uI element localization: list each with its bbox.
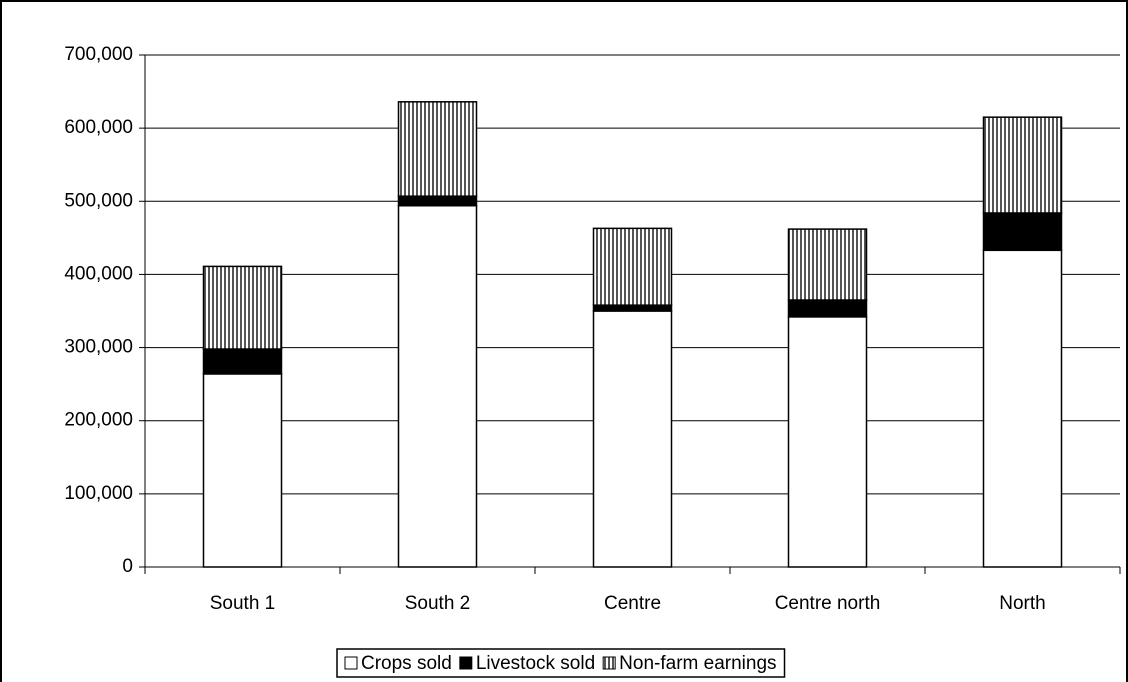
y-tick-label: 300,000 [64,337,133,358]
bar-segment [592,304,673,312]
legend-swatch [344,656,358,670]
bar-segment [982,212,1063,252]
bar-segment [787,299,868,318]
bar-segment [982,116,1063,214]
legend-label: Non-farm earnings [619,653,776,674]
y-tick-label: 600,000 [64,117,133,138]
x-tick-label: Centre north [775,593,881,614]
x-tick-label: South 2 [405,593,471,614]
bar-segment [397,101,478,197]
bar-segment [397,195,478,207]
legend-box [336,648,786,678]
bar-segment [202,373,283,568]
bar-segment [202,265,283,350]
y-tick-label: 500,000 [64,190,133,211]
legend-swatch [602,656,616,670]
bar-segment [787,316,868,568]
x-tick-label: Centre [604,593,661,614]
y-tick-label: 400,000 [64,263,133,284]
x-tick-label: South 1 [210,593,276,614]
bar-segment [592,227,673,306]
legend-label: Crops sold [361,653,452,674]
bar-segment [202,348,283,375]
legend-label: Livestock sold [476,653,595,674]
x-tick-label: North [999,593,1045,614]
y-tick-label: 200,000 [64,410,133,431]
bar-segment [982,249,1063,568]
y-tick-label: 100,000 [64,483,133,504]
y-tick-label: 700,000 [64,44,133,65]
legend-swatch [459,656,473,670]
bar-segment [397,204,478,568]
bar-segment [592,310,673,568]
y-tick-label: 0 [122,556,133,577]
bar-segment [787,228,868,301]
